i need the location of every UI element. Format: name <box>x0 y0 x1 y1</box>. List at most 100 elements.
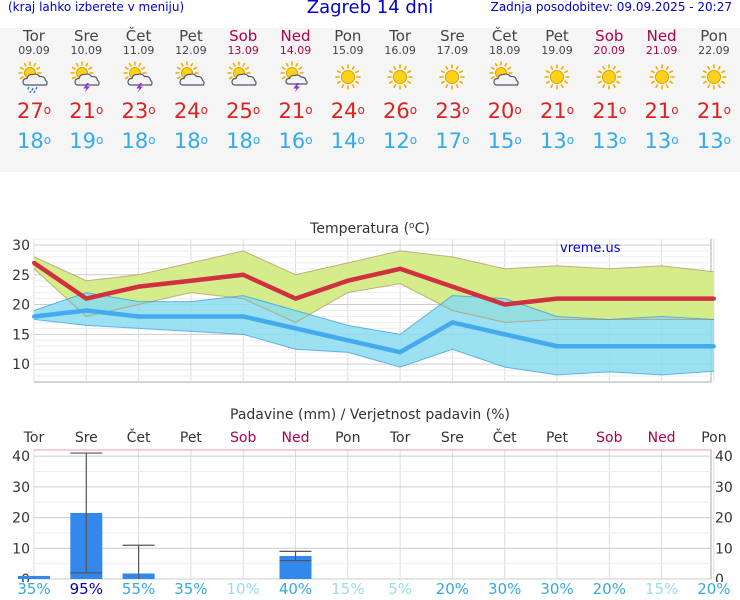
precipitation-chart: Padavine (mm) / Verjetnost padavin (%) To… <box>12 407 733 582</box>
max-temperature: 23o <box>426 99 479 123</box>
max-temperature-point <box>241 272 246 277</box>
sun-cloud-icon <box>227 61 257 86</box>
min-temperature: 14o <box>321 129 374 153</box>
min-temperature: 18o <box>112 129 165 153</box>
max-temperature-point <box>502 302 507 307</box>
min-temperature: 18o <box>217 129 270 153</box>
max-temperature-point <box>345 278 350 283</box>
max-temperature: 21o <box>60 99 113 123</box>
degree-sign: o <box>200 103 208 117</box>
page-title: Zagreb 14 dni <box>306 0 434 18</box>
sun-cloud-rain-icon <box>18 61 48 93</box>
max-temperature-point <box>293 296 298 301</box>
min-temperature: 18o <box>164 129 217 153</box>
max-temperature: 24o <box>321 99 374 123</box>
day-name: Pon <box>334 27 362 45</box>
min-temperature-value: 13 <box>539 129 567 153</box>
day-date: 19.09 <box>541 44 573 57</box>
forecast-strip: Tor 09.09 27o 18o Sre 10.09 21o 19o Čet 11.09 23o 1… <box>0 28 740 172</box>
min-temperature: 19o <box>60 129 113 153</box>
probability-row: 35% 95% 55% 35% 10% 40% 15% 5% 20% 30% 30% 20% 15% 20… <box>0 580 740 600</box>
max-temperature-value: 21 <box>592 99 619 123</box>
min-temperature-value: 18 <box>16 129 44 153</box>
min-temperature: 13o <box>635 129 688 153</box>
max-temperature-point <box>188 278 193 283</box>
min-temperature-point <box>345 338 350 343</box>
sun-cloud-thunder-icon <box>123 61 153 93</box>
day-label: Pet <box>180 430 203 446</box>
sun-icon <box>596 64 622 90</box>
min-temperature-point <box>398 350 403 355</box>
y-tick-label: 20 <box>12 298 30 314</box>
max-temperature: 21o <box>531 99 584 123</box>
y-tick-label-left: 30 <box>12 480 30 496</box>
max-temperature-point <box>555 296 559 301</box>
degree-sign: o <box>357 133 365 147</box>
precipitation-probability: 35% <box>17 580 51 598</box>
precipitation-probability: 30% <box>488 580 522 598</box>
min-temperature-point <box>188 314 193 319</box>
max-temperature-value: 21 <box>644 99 672 123</box>
day-label: Čet <box>493 428 517 446</box>
min-temperature: 16o <box>269 129 322 153</box>
degree-sign: o <box>671 133 679 147</box>
min-temperature: 18o <box>8 129 61 153</box>
day-date: 09.09 <box>18 44 50 57</box>
day-name: Čet <box>491 27 518 45</box>
min-temperature: 13o <box>583 129 636 153</box>
day-label: Pet <box>546 430 569 446</box>
precipitation-bar <box>279 555 312 579</box>
degree-sign: o <box>514 133 522 147</box>
day-label: Pon <box>701 430 726 446</box>
day-label: Tor <box>23 430 45 446</box>
day-name: Ned <box>646 27 677 45</box>
degree-sign: o <box>462 133 470 147</box>
last-update: Zadnja posodobitev: 09.09.2025 - 20:27 <box>490 0 732 14</box>
max-temperature-point <box>659 296 664 301</box>
day-name: Pet <box>545 27 569 45</box>
degree-sign: o <box>43 103 52 117</box>
day-name: Sre <box>74 27 99 45</box>
title-part: Temperatura ( <box>309 221 409 237</box>
min-temperature-point <box>84 308 89 313</box>
header-left-note[interactable]: (kraj lahko izberete v meniju) <box>8 0 185 14</box>
precipitation-probability: 55% <box>121 580 156 598</box>
sun-icon <box>544 64 570 90</box>
min-range-lower-edge <box>33 318 714 376</box>
precipitation-probability: 15% <box>644 580 679 598</box>
degree-sign: o <box>671 103 679 117</box>
max-temperature-value: 21 <box>69 99 96 123</box>
day-name: Ned <box>280 27 311 45</box>
day-date: 15.09 <box>332 44 364 57</box>
precipitation-probability: 20% <box>592 580 626 598</box>
title-sup: o <box>409 221 415 231</box>
max-temperature-range <box>34 250 714 323</box>
max-temperature-value: 21 <box>696 99 724 123</box>
day-name: Pon <box>700 27 728 45</box>
chart-title: Padavine (mm) / Verjetnost padavin (%) <box>230 407 510 423</box>
max-temperature-value: 24 <box>330 99 358 123</box>
max-temperature-value: 24 <box>173 99 201 123</box>
sun-cloud-icon <box>489 61 519 86</box>
temperature-chart: Temperatura (oC) 30 25 20 15 10 vreme.us <box>12 221 716 383</box>
min-temperature: 15o <box>478 129 531 153</box>
degree-sign: o <box>252 133 261 147</box>
degree-sign: o <box>305 133 313 147</box>
degree-sign: o <box>148 103 156 117</box>
min-temperature-value: 13 <box>644 129 672 153</box>
degree-sign: o <box>305 103 313 117</box>
max-temperature-point <box>136 284 141 289</box>
max-temperature: 21o <box>269 99 322 123</box>
day-column: Sob 20.09 21o 13o <box>583 28 636 153</box>
day-column: Pet 19.09 21o 13o <box>531 28 584 153</box>
y-tick-label-left: 20 <box>12 511 30 527</box>
day-date: 12.09 <box>175 44 207 57</box>
precipitation-probability: 95% <box>69 580 103 598</box>
day-date: 16.09 <box>384 44 416 57</box>
day-date: 13.09 <box>227 44 259 57</box>
y-tick-label-left: 40 <box>12 449 30 465</box>
precipitation-probability: 20% <box>697 580 731 598</box>
day-column: Pon 22.09 21o 13o <box>687 28 740 153</box>
degree-sign: o <box>618 133 627 147</box>
min-temperature-value: 12 <box>383 129 410 153</box>
